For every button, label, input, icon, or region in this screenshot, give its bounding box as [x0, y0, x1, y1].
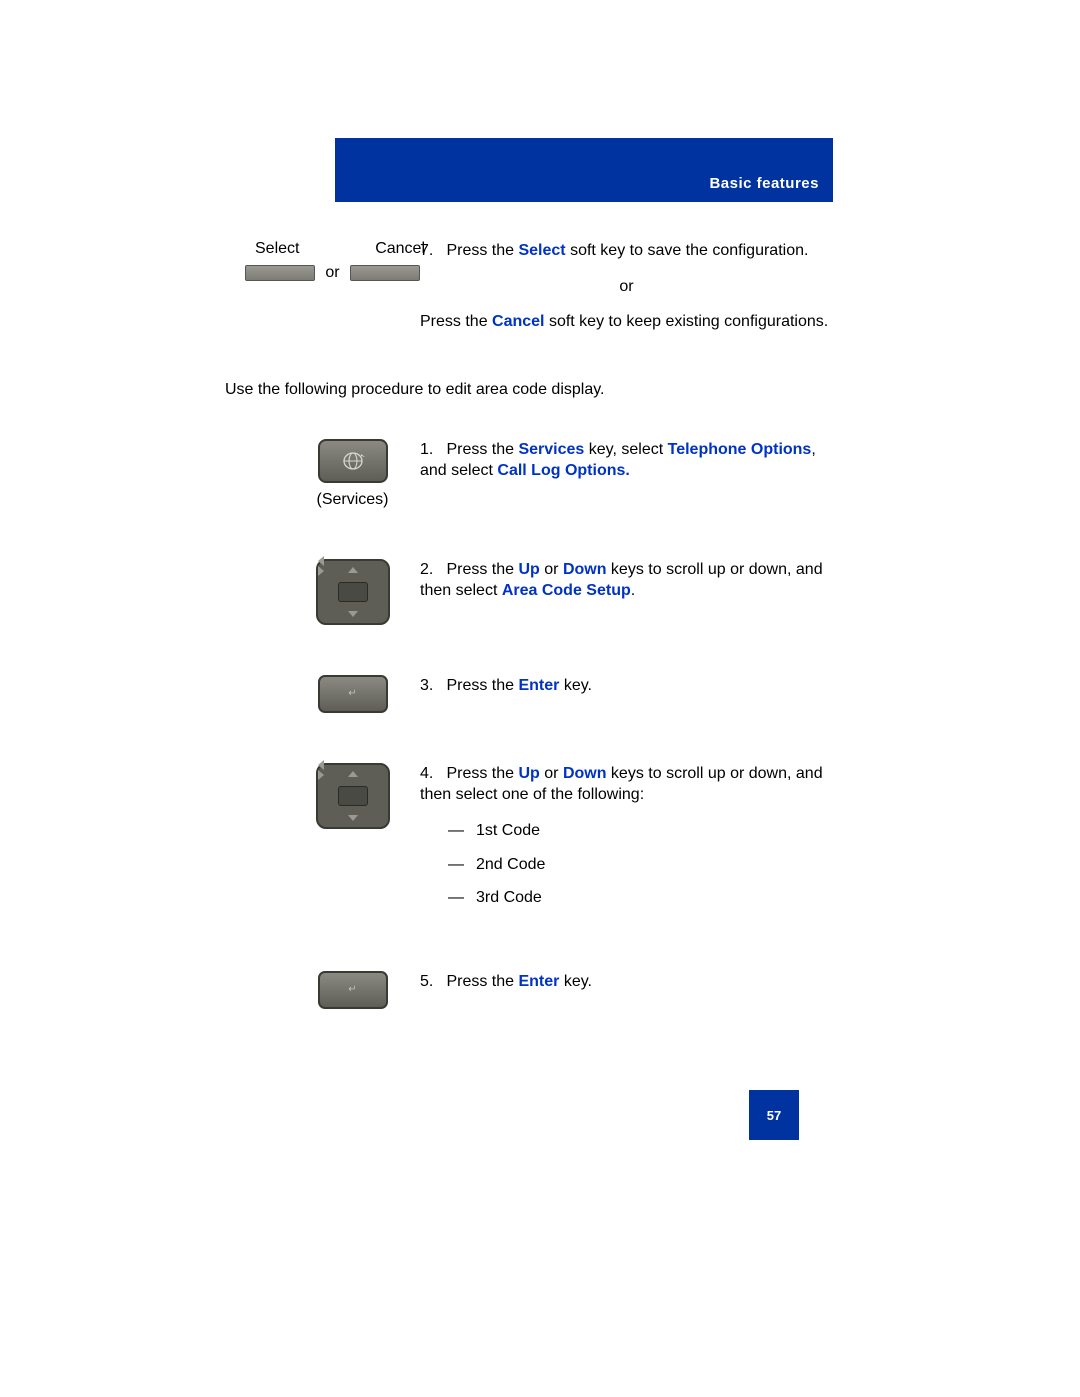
keyword-down: Down — [563, 561, 607, 578]
navigation-key-icon — [316, 763, 390, 829]
step-2-row: 2. Press the Up or Down keys to scroll u… — [225, 559, 833, 625]
select-softkey-icon — [245, 265, 315, 281]
keyword-area-code-setup: Area Code Setup — [502, 582, 631, 599]
list-item: —3rd Code — [448, 887, 833, 909]
list-item: —1st Code — [448, 820, 833, 842]
services-caption: (Services) — [316, 491, 388, 509]
enter-arrow-icon: ↵ — [348, 984, 356, 995]
enter-key-icon: ↵ — [318, 971, 388, 1009]
intro-text: Use the following procedure to edit area… — [225, 381, 833, 399]
code-sublist: —1st Code —2nd Code —3rd Code — [448, 820, 833, 909]
step-number: 2. — [420, 559, 442, 581]
keyword-services: Services — [518, 441, 584, 458]
step-number: 3. — [420, 675, 442, 697]
step-7-text: 7. Press the Select soft key to save the… — [420, 240, 833, 333]
step-3-row: ↵ 3. Press the Enter key. — [225, 675, 833, 713]
or-separator: or — [420, 276, 833, 298]
enter-key-icon: ↵ — [318, 675, 388, 713]
keyword-telephone-options: Telephone Options — [668, 441, 812, 458]
header-bar: Basic features — [335, 138, 833, 202]
keyword-down: Down — [563, 765, 607, 782]
enter-arrow-icon: ↵ — [348, 688, 356, 699]
services-key-icon — [318, 439, 388, 483]
keyword-up: Up — [518, 561, 539, 578]
step-number: 1. — [420, 439, 442, 461]
step-number: 4. — [420, 763, 442, 785]
keyword-enter: Enter — [518, 973, 559, 990]
select-label: Select — [255, 240, 299, 258]
keyword-call-log-options: Call Log Options. — [497, 462, 629, 479]
cancel-softkey-icon — [350, 265, 420, 281]
step-1-row: (Services) 1. Press the Services key, se… — [225, 439, 833, 509]
globe-icon — [339, 449, 367, 473]
step-4-row: 4. Press the Up or Down keys to scroll u… — [225, 763, 833, 921]
keyword-up: Up — [518, 765, 539, 782]
or-label: or — [325, 264, 339, 282]
manual-page: Basic features Select Cancel or 7. Press… — [0, 0, 1080, 1397]
list-item: —2nd Code — [448, 854, 833, 876]
keyword-select: Select — [518, 242, 565, 259]
keyword-enter: Enter — [518, 677, 559, 694]
header-title: Basic features — [709, 175, 819, 192]
page-number: 57 — [749, 1090, 799, 1140]
keyword-cancel: Cancel — [492, 313, 544, 330]
cancel-label: Cancel — [375, 240, 425, 258]
step-number: 5. — [420, 971, 442, 993]
step-7-left: Select Cancel or — [225, 240, 420, 282]
step-5-row: ↵ 5. Press the Enter key. — [225, 971, 833, 1009]
step-7-row: Select Cancel or 7. Press the Select sof… — [225, 240, 833, 333]
content-area: Select Cancel or 7. Press the Select sof… — [225, 240, 833, 1009]
navigation-key-icon — [316, 559, 390, 625]
step-number: 7. — [420, 240, 442, 262]
